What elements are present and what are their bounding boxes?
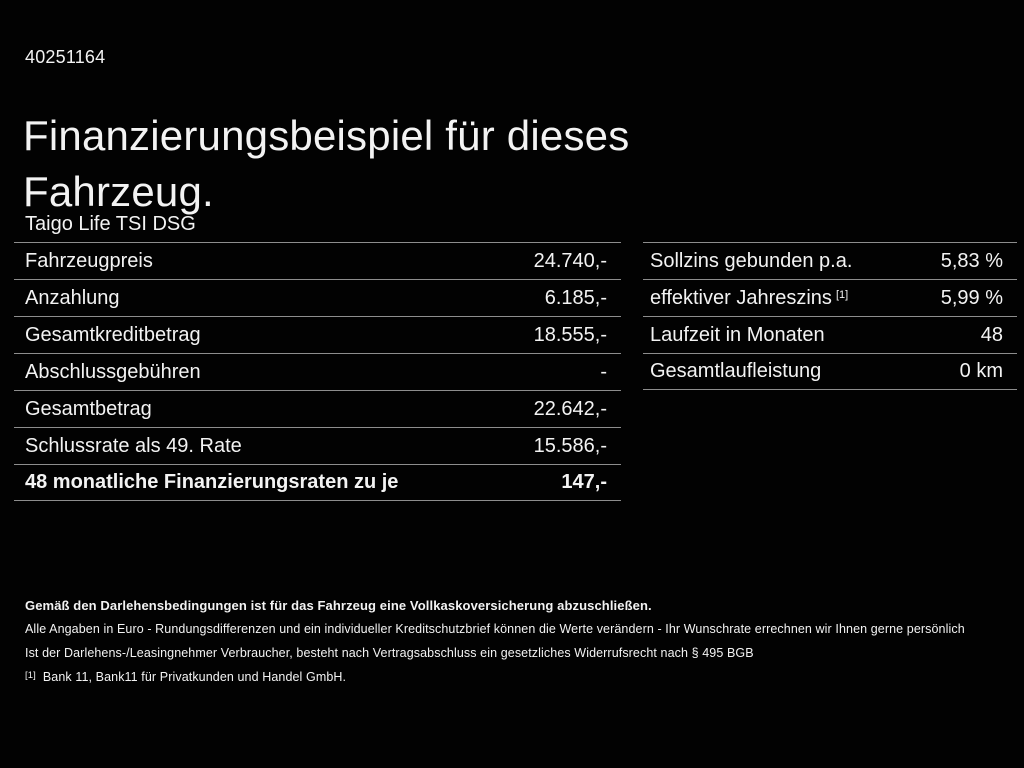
row-value: 18.555,- (533, 323, 607, 346)
row-label: Gesamtlaufleistung (650, 360, 822, 382)
footnote-reference-marker: [1] (835, 288, 849, 301)
row-value: 24.740,- (533, 249, 607, 272)
row-value: 15.586,- (533, 434, 607, 457)
footnote-text: Bank 11, Bank11 für Privatkunden und Han… (42, 670, 347, 684)
row-label: effektiver Jahreszins [1] (643, 287, 848, 310)
row-label: Fahrzeugpreis (25, 249, 153, 272)
page-title: Finanzierungsbeispiel für dieses Fahrzeu… (23, 108, 629, 220)
table-row-monatsrate: 48 monatliche Finanzierungsraten zu je 1… (14, 464, 621, 501)
footer-disclaimer: Gemäß den Darlehensbedingungen ist für d… (25, 599, 1004, 696)
table-row-anzahlung: Anzahlung 6.185,- (14, 279, 621, 316)
row-label: 48 monatliche Finanzierungsraten zu je (25, 471, 399, 493)
row-value: 147,- (561, 471, 607, 493)
table-row-effektiver-jahreszins: effektiver Jahreszins [1] 5,99 % (643, 279, 1017, 316)
vehicle-model-name: Taigo Life TSI DSG (25, 213, 196, 235)
table-row-fahrzeugpreis: Fahrzeugpreis 24.740,- (14, 242, 621, 279)
table-row-gesamtkreditbetrag: Gesamtkreditbetrag 18.555,- (14, 316, 621, 353)
row-value: 22.642,- (533, 397, 607, 420)
row-label: Laufzeit in Monaten (650, 323, 825, 346)
row-label: Sollzins gebunden p.a. (650, 249, 853, 272)
row-label: Abschlussgebühren (25, 360, 201, 383)
row-label: Gesamtbetrag (25, 397, 152, 420)
table-row-gesamtlaufleistung: Gesamtlaufleistung 0 km (643, 353, 1017, 390)
footnote-line: [1] Bank 11, Bank11 für Privatkunden und … (25, 670, 1004, 685)
row-label: Anzahlung (25, 286, 120, 309)
table-row-gesamtbetrag: Gesamtbetrag 22.642,- (14, 390, 621, 427)
financing-table-left: Fahrzeugpreis 24.740,- Anzahlung 6.185,-… (14, 242, 621, 501)
page-title-line2: Fahrzeug. (23, 168, 214, 216)
disclaimer-line-widerrufsrecht: Ist der Darlehens-/Leasingnehmer Verbrau… (25, 646, 754, 660)
row-value: 5,99 % (940, 286, 1003, 309)
financing-table-right: Sollzins gebunden p.a. 5,83 % effektiver… (643, 242, 1017, 390)
table-row-sollzins: Sollzins gebunden p.a. 5,83 % (643, 242, 1017, 279)
row-label-text: effektiver Jahreszins (650, 286, 832, 309)
row-value: 48 (980, 323, 1003, 346)
row-label: Gesamtkreditbetrag (25, 323, 201, 346)
table-row-schlussrate: Schlussrate als 49. Rate 15.586,- (14, 427, 621, 464)
disclaimer-line-euro: Alle Angaben in Euro - Rundungsdifferenz… (25, 622, 965, 636)
table-row-laufzeit: Laufzeit in Monaten 48 (643, 316, 1017, 353)
disclaimer-line-insurance: Gemäß den Darlehensbedingungen ist für d… (25, 598, 652, 613)
row-value: 6.185,- (544, 286, 607, 309)
footnote-marker: [1] (25, 670, 36, 681)
row-value: 0 km (959, 360, 1003, 382)
vehicle-id-number: 40251164 (25, 47, 106, 67)
row-value: - (600, 360, 607, 383)
row-value: 5,83 % (940, 249, 1003, 272)
row-label: Schlussrate als 49. Rate (25, 434, 242, 457)
table-row-abschlussgebuehren: Abschlussgebühren - (14, 353, 621, 390)
page-title-line1: Finanzierungsbeispiel für dieses (23, 112, 630, 160)
